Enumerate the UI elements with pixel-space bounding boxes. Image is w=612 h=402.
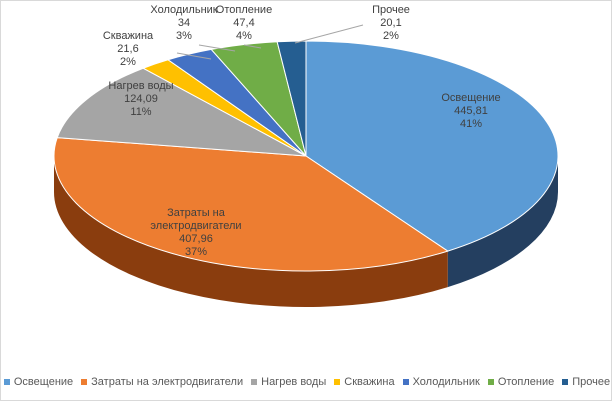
slice-7-label-line-1: Прочее: [372, 4, 410, 16]
slice-4-label-line-2: 21,6: [117, 43, 138, 55]
legend: Освещение Затраты на электродвигатели Нагр…: [1, 376, 612, 388]
legend-item-6: Отопление: [487, 376, 555, 388]
legend-swatch-1: [3, 379, 10, 385]
slice-3-data-label: Нагрев воды 124,09 11%: [108, 80, 173, 118]
slice-5-data-label: Холодильник 34 3%: [150, 4, 217, 42]
slice-1-label-line-2: 445,81: [454, 105, 488, 117]
slice-7-label-line-3: 2%: [383, 30, 399, 42]
legend-item-4: Скважина: [334, 376, 395, 388]
slice-2-label-line-3: 407,96: [179, 233, 213, 245]
slice-2-label-line-4: 37%: [185, 246, 207, 258]
slice-2-label-line-1: Затраты на: [167, 207, 226, 219]
slice-7-leader-line: [294, 24, 364, 44]
slice-1-data-label: Освещение 445,81 41%: [441, 92, 500, 130]
legend-swatch-7: [562, 379, 569, 385]
slice-3-label-line-3: 11%: [130, 106, 151, 118]
legend-item-3: Нагрев воды: [251, 376, 326, 388]
slice-5-label-line-2: 34: [178, 17, 190, 29]
legend-item-5: Холодильник: [402, 376, 480, 388]
legend-swatch-4: [334, 379, 341, 385]
slice-2-side: [54, 156, 448, 307]
slice-6-leader-line: [243, 44, 262, 49]
legend-label-6: Отопление: [497, 376, 555, 388]
slice-1-top: [305, 40, 559, 252]
legend-label-2: Затраты на электродвигатели: [91, 376, 244, 388]
slice-2-data-label: Затраты на электродвигатели 407,96 37%: [150, 207, 241, 258]
slice-5-label-line-3: 3%: [176, 30, 192, 42]
legend-label-5: Холодильник: [412, 376, 480, 388]
legend-item-2: Затраты на электродвигатели: [81, 376, 243, 388]
legend-label-1: Освещение: [13, 376, 74, 388]
slice-1-label-line-1: Освещение: [441, 92, 500, 104]
legend-swatch-3: [251, 379, 258, 385]
legend-label-3: Нагрев воды: [261, 376, 327, 388]
slice-5-label-line-1: Холодильник: [150, 4, 217, 16]
legend-swatch-6: [487, 379, 494, 385]
slice-1-side: [447, 156, 558, 288]
slice-1-label-line-3: 41%: [460, 118, 482, 130]
legend-swatch-2: [81, 379, 88, 385]
slice-6-label-line-2: 47,4: [233, 17, 254, 29]
slice-7-label-line-2: 20,1: [380, 17, 401, 29]
slice-5-leader-line: [198, 44, 236, 52]
pie-top-faces: [53, 40, 559, 272]
slice-3-label-line-2: 124,09: [124, 93, 158, 105]
slice-3-top: [56, 67, 307, 157]
slice-6-label-line-3: 4%: [236, 30, 252, 42]
slice-7-data-label: Прочее 20,1 2%: [372, 4, 410, 42]
slice-6-data-label: Отопление 47,4 4%: [216, 4, 272, 42]
slice-2-label-line-2: электродвигатели: [150, 220, 241, 232]
legend-label-4: Скважина: [344, 376, 395, 388]
slice-4-leader-line: [176, 52, 212, 60]
slice-4-label-line-3: 2%: [120, 56, 136, 68]
data-labels: Освещение 445,81 41% Затраты на электродвига…: [103, 4, 501, 258]
slice-7-top: [276, 40, 307, 157]
slice-4-label-line-1: Скважина: [103, 30, 154, 42]
slice-6-label-line-1: Отопление: [216, 4, 272, 16]
pie-side-walls: [54, 156, 558, 307]
slice-4-data-label: Скважина 21,6 2%: [103, 30, 154, 68]
slice-3-label-line-1: Нагрев воды: [108, 80, 173, 92]
legend-swatch-5: [402, 379, 409, 385]
legend-item-7: Прочее: [562, 376, 610, 388]
legend-label-7: Прочее: [572, 376, 611, 388]
legend-item-1: Освещение: [3, 376, 74, 388]
slice-2-top: [53, 137, 449, 272]
